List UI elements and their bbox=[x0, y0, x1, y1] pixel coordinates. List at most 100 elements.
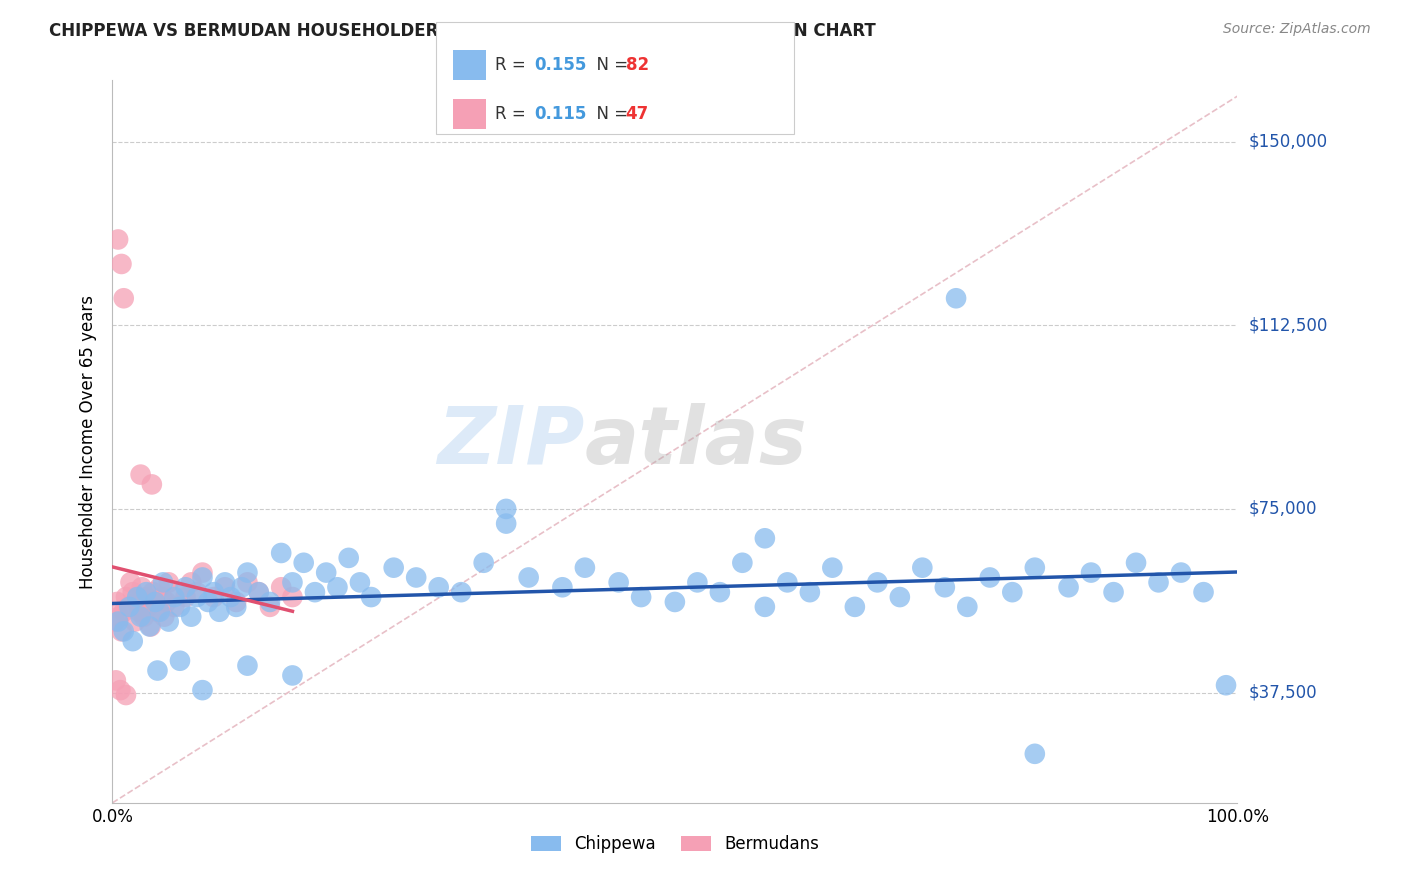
Point bbox=[112, 605, 135, 619]
Point bbox=[107, 615, 129, 629]
Point bbox=[1147, 575, 1170, 590]
Point bbox=[315, 566, 337, 580]
Point bbox=[1102, 585, 1125, 599]
Point bbox=[349, 575, 371, 590]
Point bbox=[1170, 566, 1192, 580]
Point bbox=[472, 556, 495, 570]
Text: CHIPPEWA VS BERMUDAN HOUSEHOLDER INCOME OVER 65 YEARS CORRELATION CHART: CHIPPEWA VS BERMUDAN HOUSEHOLDER INCOME … bbox=[49, 22, 876, 40]
Point bbox=[186, 585, 208, 599]
Text: N =: N = bbox=[586, 105, 634, 123]
Point bbox=[225, 595, 247, 609]
Point bbox=[163, 590, 186, 604]
Point bbox=[607, 575, 630, 590]
Point bbox=[225, 599, 247, 614]
Point bbox=[121, 634, 143, 648]
Point bbox=[115, 688, 138, 702]
Point bbox=[360, 590, 382, 604]
Point bbox=[138, 599, 160, 614]
Point bbox=[326, 580, 349, 594]
Point bbox=[259, 599, 281, 614]
Point bbox=[208, 605, 231, 619]
Point bbox=[157, 615, 180, 629]
Point bbox=[427, 580, 450, 594]
Text: 0.115: 0.115 bbox=[534, 105, 586, 123]
Text: ZIP: ZIP bbox=[437, 402, 585, 481]
Point bbox=[405, 570, 427, 584]
Point bbox=[231, 580, 253, 594]
Point bbox=[889, 590, 911, 604]
Point bbox=[754, 531, 776, 545]
Text: R =: R = bbox=[495, 105, 531, 123]
Point bbox=[149, 580, 172, 594]
Point bbox=[107, 232, 129, 246]
Point bbox=[163, 599, 186, 614]
Point bbox=[150, 590, 173, 604]
Point bbox=[197, 595, 219, 609]
Point bbox=[574, 560, 596, 574]
Point bbox=[202, 585, 225, 599]
Point bbox=[117, 599, 139, 614]
Point bbox=[304, 585, 326, 599]
Point bbox=[191, 570, 214, 584]
Text: 47: 47 bbox=[626, 105, 650, 123]
Point bbox=[247, 585, 270, 599]
Point bbox=[110, 624, 132, 639]
Point bbox=[945, 291, 967, 305]
Point bbox=[236, 566, 259, 580]
Legend: Chippewa, Bermudans: Chippewa, Bermudans bbox=[524, 828, 825, 860]
Point bbox=[236, 575, 259, 590]
Point bbox=[127, 590, 149, 604]
Y-axis label: Householder Income Over 65 years: Householder Income Over 65 years bbox=[79, 294, 97, 589]
Point bbox=[112, 291, 135, 305]
Point bbox=[281, 590, 304, 604]
Point bbox=[281, 575, 304, 590]
Point bbox=[110, 257, 132, 271]
Point bbox=[180, 575, 202, 590]
Point bbox=[138, 619, 160, 633]
Point bbox=[146, 605, 169, 619]
Point bbox=[281, 668, 304, 682]
Point bbox=[709, 585, 731, 599]
Point bbox=[141, 477, 163, 491]
Point bbox=[124, 615, 146, 629]
Point bbox=[259, 595, 281, 609]
Point bbox=[149, 605, 172, 619]
Point bbox=[495, 516, 517, 531]
Point bbox=[1001, 585, 1024, 599]
Point bbox=[174, 590, 197, 604]
Point bbox=[270, 546, 292, 560]
Point bbox=[776, 575, 799, 590]
Point bbox=[202, 590, 225, 604]
Point bbox=[551, 580, 574, 594]
Text: atlas: atlas bbox=[585, 402, 807, 481]
Point bbox=[104, 615, 127, 629]
Point bbox=[169, 585, 191, 599]
Point bbox=[180, 609, 202, 624]
Point bbox=[337, 550, 360, 565]
Text: $150,000: $150,000 bbox=[1249, 133, 1327, 151]
Point bbox=[450, 585, 472, 599]
Point bbox=[1057, 580, 1080, 594]
Point bbox=[1192, 585, 1215, 599]
Point bbox=[143, 595, 166, 609]
Point bbox=[152, 575, 174, 590]
Text: 0.155: 0.155 bbox=[534, 55, 586, 74]
Point bbox=[1024, 747, 1046, 761]
Point bbox=[911, 560, 934, 574]
Point bbox=[129, 467, 152, 482]
Point bbox=[131, 580, 153, 594]
Point bbox=[191, 566, 214, 580]
Point bbox=[979, 570, 1001, 584]
Point bbox=[866, 575, 889, 590]
Point bbox=[135, 585, 157, 599]
Point bbox=[169, 599, 191, 614]
Text: $37,500: $37,500 bbox=[1249, 683, 1317, 702]
Text: N =: N = bbox=[586, 55, 634, 74]
Text: R =: R = bbox=[495, 55, 531, 74]
Point bbox=[1080, 566, 1102, 580]
Point bbox=[799, 585, 821, 599]
Point bbox=[153, 609, 176, 624]
Point bbox=[214, 575, 236, 590]
Point bbox=[630, 590, 652, 604]
Point bbox=[247, 585, 270, 599]
